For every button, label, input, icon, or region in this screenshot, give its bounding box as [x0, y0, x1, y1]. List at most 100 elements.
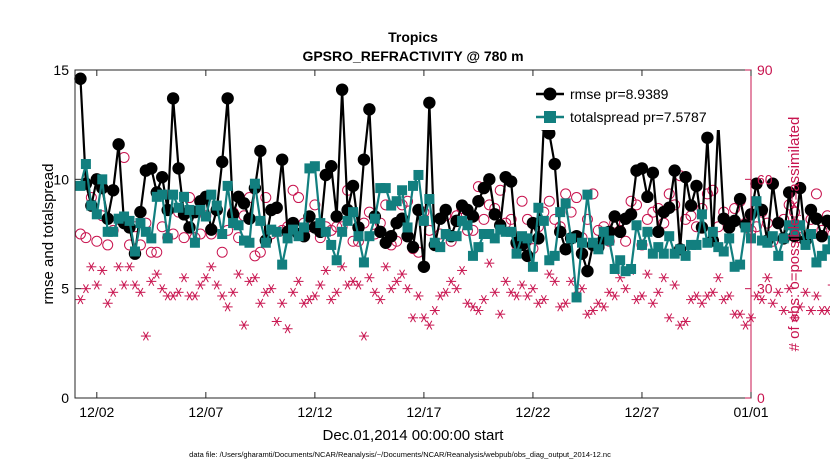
- rmse-point: [728, 214, 741, 228]
- rmse-point: [668, 164, 681, 177]
- assimilated-obs-point: [805, 305, 816, 316]
- totalspread-point: [658, 248, 669, 259]
- assimilated-obs-point: [696, 298, 707, 308]
- assimilated-obs-point: [560, 298, 571, 308]
- possible-obs-point: [707, 184, 719, 196]
- totalspread-point: [435, 242, 446, 253]
- possible-obs-point: [516, 195, 528, 207]
- totalspread-point: [418, 215, 429, 226]
- assimilated-obs-point: [80, 284, 91, 294]
- possible-obs-point: [91, 235, 103, 247]
- totalspread-point: [653, 242, 664, 253]
- legend-box: [530, 82, 740, 130]
- assimilated-obs-point: [211, 280, 222, 290]
- assimilated-obs-point: [102, 298, 113, 308]
- y-right-tick-label: 90: [757, 62, 773, 78]
- assimilated-obs-point: [293, 276, 304, 286]
- rmse-point: [166, 92, 180, 105]
- totalspread-point: [331, 255, 342, 266]
- rmse-point: [374, 225, 387, 239]
- assimilated-obs-point: [664, 313, 675, 323]
- totalspread-point: [527, 261, 538, 272]
- totalspread-point: [157, 189, 168, 200]
- totalspread-point: [129, 246, 140, 257]
- assimilated-obs-point: [108, 287, 119, 297]
- totalspread-point: [696, 209, 707, 220]
- assimilated-obs-point: [658, 273, 669, 283]
- assimilated-obs-point: [140, 331, 151, 341]
- assimilated-obs-point: [309, 291, 320, 301]
- rmse-point: [221, 92, 234, 105]
- totalspread-point: [784, 220, 795, 231]
- chart-title: Tropics: [388, 29, 438, 45]
- assimilated-obs-point: [473, 305, 484, 316]
- rmse-point: [275, 153, 289, 166]
- totalspread-point: [631, 220, 642, 231]
- totalspread-point: [113, 213, 124, 224]
- rmse-point: [254, 144, 267, 158]
- y-right-tick-label: 0: [757, 390, 765, 406]
- rmse-point: [750, 177, 763, 190]
- totalspread-point: [364, 231, 375, 242]
- totalspread-point: [636, 239, 647, 250]
- rmse-point: [330, 210, 343, 223]
- totalspread-point: [315, 218, 326, 229]
- totalspread-point: [244, 237, 255, 248]
- assimilated-obs-point: [413, 291, 424, 301]
- totalspread-point: [102, 226, 113, 237]
- assimilated-obs-point: [598, 302, 609, 312]
- assimilated-obs-point: [239, 320, 249, 330]
- totalspread-point: [702, 237, 713, 248]
- totalspread-point: [626, 263, 637, 274]
- x-tick-label: 01/01: [733, 404, 768, 420]
- totalspread-point: [495, 224, 506, 235]
- assimilated-obs-point: [538, 295, 549, 305]
- assimilated-obs-point: [249, 273, 260, 283]
- totalspread-point: [140, 226, 151, 237]
- possible-obs-point: [729, 202, 741, 214]
- assimilated-obs-point: [206, 262, 217, 272]
- assimilated-obs-point: [549, 276, 560, 286]
- rmse-point: [684, 199, 698, 212]
- totalspread-point: [713, 242, 724, 253]
- axes-layer: [74, 69, 752, 399]
- assimilated-obs-point: [288, 287, 299, 297]
- assimilated-obs-point: [740, 320, 751, 330]
- totalspread-point: [342, 215, 353, 226]
- totalspread-point: [522, 233, 533, 244]
- rmse-point: [472, 195, 485, 208]
- totalspread-point: [647, 248, 658, 259]
- totalspread-point: [266, 224, 277, 235]
- assimilated-obs-point: [358, 331, 369, 341]
- assimilated-obs-point: [195, 280, 206, 290]
- totalspread-point: [680, 250, 691, 261]
- x-tick-label: 12/22: [515, 404, 550, 420]
- lines-layer: [74, 72, 830, 303]
- assimilated-obs-point: [375, 295, 386, 305]
- totalspread-point: [795, 220, 806, 231]
- rmse-point: [226, 208, 240, 221]
- totalspread-point: [533, 202, 544, 213]
- rmse-point: [613, 225, 627, 239]
- totalspread-point: [293, 231, 304, 242]
- rmse-point: [423, 96, 436, 110]
- totalspread-point: [304, 163, 315, 174]
- rmse-point: [205, 223, 218, 236]
- rmse-point: [406, 240, 420, 254]
- totalspread-point: [707, 226, 718, 237]
- assimilated-obs-point: [446, 276, 457, 286]
- assimilated-obs-point: [364, 273, 375, 283]
- assimilated-obs-point: [429, 305, 440, 316]
- totalspread-point: [402, 222, 413, 233]
- totalspread-point: [544, 255, 555, 266]
- rmse-point: [624, 208, 638, 221]
- totalspread-point: [162, 233, 173, 244]
- legend: rmse pr=8.9389 totalspread pr=7.5787: [530, 82, 740, 130]
- assimilated-obs-point: [200, 273, 211, 283]
- totalspread-point: [506, 226, 517, 237]
- totalspread-point: [255, 215, 266, 226]
- possible-obs-point: [216, 246, 228, 258]
- totalspread-point: [353, 231, 364, 242]
- totalspread-point: [484, 229, 495, 239]
- possible-obs-point: [178, 232, 190, 244]
